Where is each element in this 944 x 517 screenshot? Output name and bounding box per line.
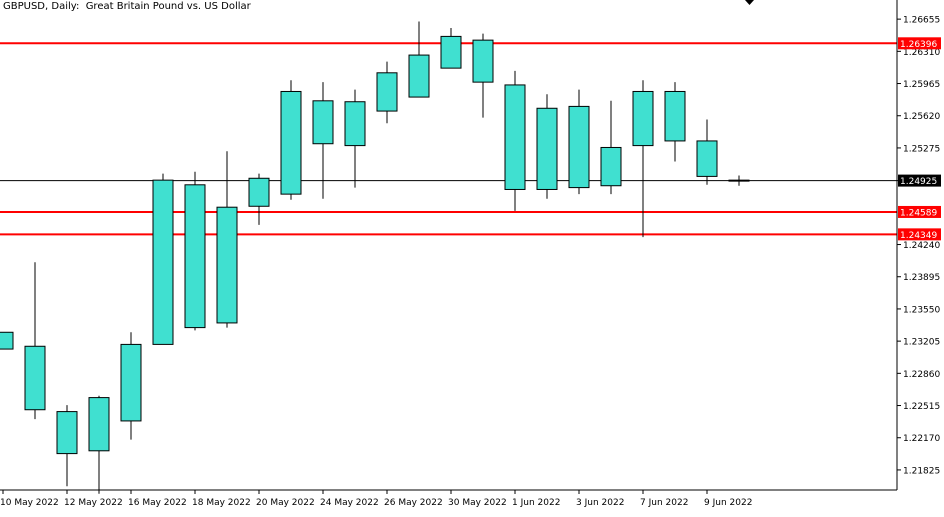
candle-body: [120, 343, 142, 422]
candle-body: [312, 100, 334, 145]
x-tick-label: 12 May 2022: [64, 498, 123, 508]
level-label-bg: [898, 37, 941, 50]
y-tick-label: 1.23550: [903, 305, 940, 315]
candle-body: [344, 101, 366, 147]
y-tick-label: 1.21825: [903, 466, 940, 476]
y-tick-label: 1.23895: [903, 273, 940, 283]
y-tick-label: 1.26310: [903, 48, 940, 58]
x-tick-label: 1 Jun 2022: [512, 498, 560, 508]
candle-body: [280, 90, 302, 195]
y-tick-label: 1.25275: [903, 144, 940, 154]
candle-body: [376, 72, 398, 112]
chart-marker-icon: [745, 0, 754, 5]
y-tick-label: 1.25965: [903, 80, 940, 90]
x-tick-label: 20 May 2022: [256, 498, 315, 508]
current-price-label-bg: [898, 174, 941, 187]
y-tick-label: 1.26655: [903, 16, 940, 26]
candle-body: [696, 140, 718, 177]
x-tick-label: 30 May 2022: [448, 498, 507, 508]
candle-body: [600, 146, 622, 187]
x-tick-label: 24 May 2022: [320, 498, 379, 508]
candle-body: [536, 107, 558, 190]
level-label: 1.26396: [900, 40, 937, 50]
candle-body: [632, 90, 654, 147]
level-label: 1.24349: [900, 231, 937, 241]
x-tick-label: 16 May 2022: [128, 498, 187, 508]
candle-body: [568, 105, 590, 189]
y-tick-label: 1.23205: [903, 338, 940, 348]
chart-header: GBPUSD, Daily: Great Britain Pound vs. U…: [3, 1, 251, 12]
candle-body: [664, 90, 686, 142]
y-tick-label: 1.25620: [903, 112, 940, 122]
y-tick-label: 1.22860: [903, 370, 940, 380]
header-separator: ,: [45, 1, 52, 12]
x-tick-label: 7 Jun 2022: [640, 498, 688, 508]
candle-body: [184, 184, 206, 329]
x-tick-label: 18 May 2022: [192, 498, 251, 508]
x-tick-label: 9 Jun 2022: [704, 498, 752, 508]
y-tick-label: 1.22515: [903, 402, 940, 412]
candle-body: [0, 331, 14, 350]
header-separator: :: [75, 1, 86, 12]
candle-body: [408, 54, 430, 98]
level-label-bg: [898, 205, 941, 218]
price-labels: 1.26396 1.24589 1.24349 1.24925: [898, 37, 941, 241]
candle-body: [504, 84, 526, 190]
candle-body: [728, 179, 750, 182]
x-tick-label: 10 May 2022: [0, 498, 59, 508]
symbol-label: GBPUSD: [3, 1, 46, 12]
candle-body: [248, 177, 270, 207]
axes: 1.26655 1.26310 1.25965 1.25620 1.25275 1.249…: [0, 0, 940, 508]
candle-body: [88, 397, 110, 452]
description-label: Great Britain Pound vs. US Dollar: [85, 1, 251, 12]
candle-body: [152, 179, 174, 345]
candle-body: [472, 39, 494, 83]
candle-body: [216, 206, 238, 324]
x-tick-label: 3 Jun 2022: [576, 498, 624, 508]
timeframe-label: Daily: [51, 1, 76, 12]
level-label: 1.24589: [900, 208, 937, 218]
candle-body: [56, 411, 78, 455]
candles: [0, 21, 750, 494]
y-tick-label: 1.24240: [903, 241, 940, 251]
candle-body: [24, 345, 46, 411]
current-price-label: 1.24925: [900, 177, 937, 187]
level-lines: [0, 42, 897, 236]
candle-body: [440, 35, 462, 69]
x-tick-label: 26 May 2022: [384, 498, 443, 508]
y-tick-label: 1.22170: [903, 434, 940, 444]
level-label-bg: [898, 228, 941, 241]
